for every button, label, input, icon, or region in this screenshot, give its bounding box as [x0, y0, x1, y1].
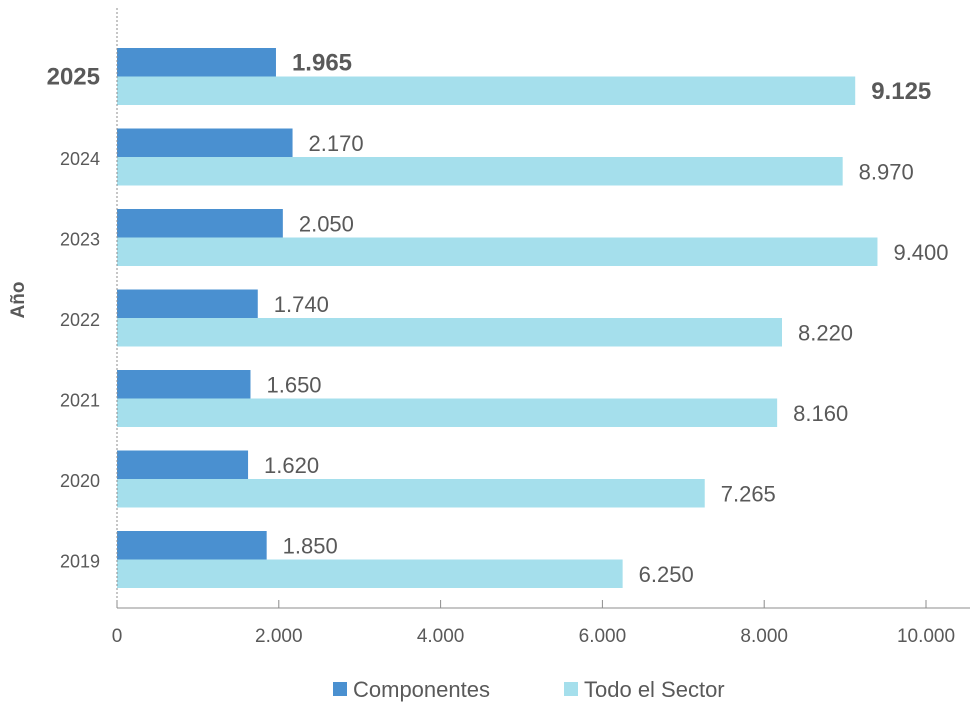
bars-layer: [117, 48, 878, 588]
y-tick-label-2019: 2019: [60, 552, 100, 572]
legend-label-todo-el-sector: Todo el Sector: [584, 677, 725, 702]
bar-todo-el-sector-2019: [117, 559, 623, 588]
legend-swatch-componentes: [333, 682, 347, 696]
y-tick-label-2020: 2020: [60, 471, 100, 491]
data-label-todo-el-sector-2020: 7.265: [721, 481, 776, 506]
y-tick-label-2021: 2021: [60, 391, 100, 411]
data-label-todo-el-sector-2025: 9.125: [871, 78, 931, 105]
bar-todo-el-sector-2021: [117, 398, 778, 427]
legend-label-componentes: Componentes: [353, 677, 490, 702]
x-tick-label: 4.000: [417, 626, 465, 647]
x-tick-label: 2.000: [255, 626, 303, 647]
y-tick-label-2022: 2022: [60, 310, 100, 330]
y-axis-title: Año: [8, 282, 29, 319]
labels-layer: 1.965 9.125 2.170 8.970 2.050 9.400 1.740 8.220…: [264, 49, 948, 587]
y-tick-label-2024: 2024: [60, 149, 100, 169]
axis-layer: 2025 2024 2023 2022 2021 2020 2019 0 2.000 4.000 6…: [47, 8, 970, 647]
bar-componentes-2020: [117, 450, 249, 479]
bar-componentes-2023: [117, 209, 283, 238]
bar-todo-el-sector-2024: [117, 157, 843, 186]
data-label-componentes-2022: 1.740: [274, 292, 329, 317]
data-label-todo-el-sector-2021: 8.160: [793, 401, 848, 426]
data-label-componentes-2020: 1.620: [264, 453, 319, 478]
data-label-componentes-2019: 1.850: [283, 533, 338, 558]
data-label-todo-el-sector-2024: 8.970: [859, 159, 914, 184]
legend: Componentes Todo el Sector: [333, 677, 725, 702]
data-label-todo-el-sector-2022: 8.220: [798, 320, 853, 345]
data-label-todo-el-sector-2023: 9.400: [893, 240, 948, 265]
bar-todo-el-sector-2023: [117, 237, 878, 266]
data-label-componentes-2021: 1.650: [266, 372, 321, 397]
bar-todo-el-sector-2020: [117, 479, 705, 508]
data-label-componentes-2024: 2.170: [309, 131, 364, 156]
data-label-componentes-2023: 2.050: [299, 211, 354, 236]
bar-componentes-2021: [117, 370, 251, 399]
x-tick-label: 6.000: [579, 626, 627, 647]
y-tick-label-2025: 2025: [47, 64, 100, 91]
bar-todo-el-sector-2022: [117, 318, 782, 347]
bar-componentes-2022: [117, 289, 258, 318]
y-tick-label-2023: 2023: [60, 230, 100, 250]
bar-componentes-2019: [117, 531, 267, 560]
legend-swatch-todo-el-sector: [564, 682, 578, 696]
bar-todo-el-sector-2025: [117, 76, 856, 105]
bar-componentes-2025: [117, 48, 276, 77]
x-tick-label: 10.000: [897, 626, 955, 647]
data-label-todo-el-sector-2019: 6.250: [639, 562, 694, 587]
data-label-componentes-2025: 1.965: [292, 49, 352, 76]
bar-componentes-2024: [117, 128, 293, 157]
x-tick-label: 0: [112, 626, 123, 647]
x-tick-label: 8.000: [740, 626, 788, 647]
